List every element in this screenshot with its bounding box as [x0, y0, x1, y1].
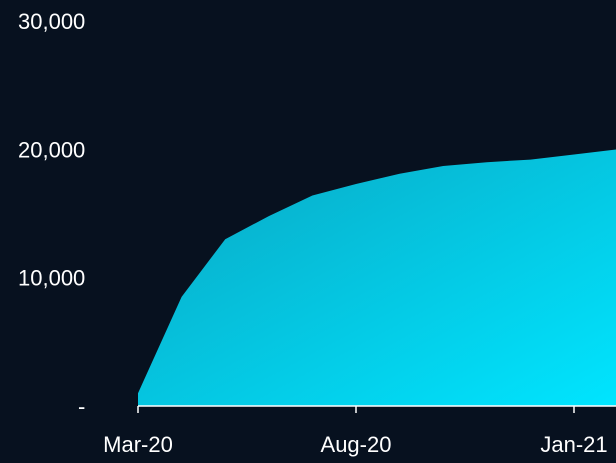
y-tick-label: 20,000 [18, 137, 85, 162]
y-tick-label: 10,000 [18, 266, 85, 291]
y-tick-label: - [78, 394, 85, 419]
area-fill [138, 149, 616, 406]
y-axis: - 10,000 20,000 30,000 [18, 9, 85, 419]
x-tick-label: Mar-20 [103, 432, 173, 457]
y-tick-label: 30,000 [18, 9, 85, 34]
x-tick-label: Jan-21 [540, 432, 607, 457]
x-axis: Mar-20 Aug-20 Jan-21 [103, 405, 616, 457]
area-series [138, 149, 616, 406]
x-tick-label: Aug-20 [321, 432, 392, 457]
